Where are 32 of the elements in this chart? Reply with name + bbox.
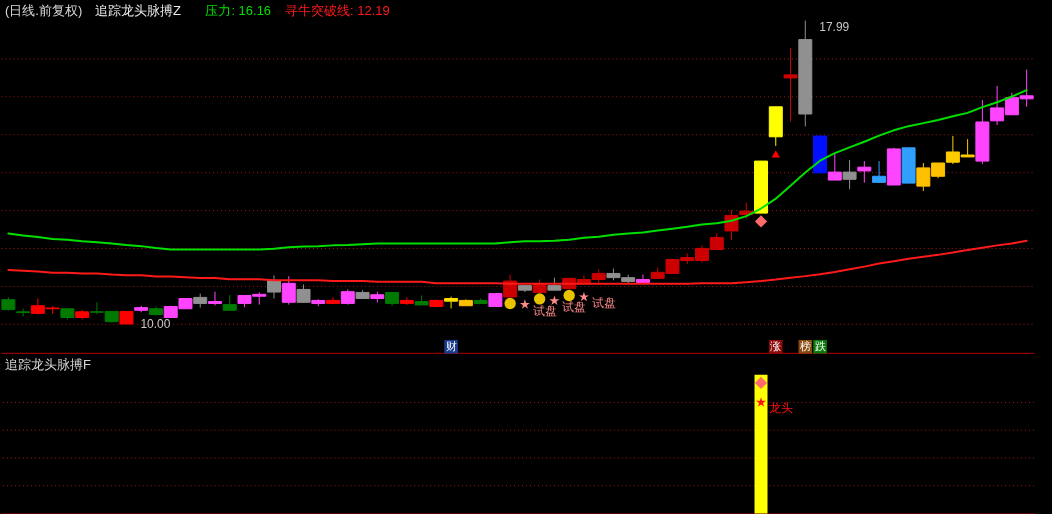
text: 10.00: [140, 316, 171, 331]
point: [519, 299, 530, 309]
point: [549, 295, 560, 306]
data-label: 试盘: [532, 303, 557, 318]
data-label: 榜: [799, 339, 811, 352]
chart-title: 追踪龙头脉搏F: [4, 356, 91, 372]
candlestick: [783, 47, 798, 123]
candlestick: [827, 153, 842, 181]
point: [504, 297, 516, 310]
point: [578, 291, 589, 302]
candlestick: [842, 159, 857, 190]
point: [754, 215, 768, 228]
series-label: 龙头: [769, 401, 793, 416]
point: [533, 293, 546, 305]
text: 寻牛突破线: 12.19: [285, 2, 390, 18]
candlestick: [444, 296, 459, 309]
candlestick: [281, 275, 296, 306]
candlestick: [16, 308, 31, 317]
candlestick: [207, 291, 222, 306]
data-label: 跌: [814, 339, 826, 352]
chart-title: (日线.前复权): [4, 3, 83, 19]
data-label: 财: [445, 339, 457, 352]
text: 压力: 16.16: [205, 2, 272, 18]
data-label: 涨: [770, 339, 782, 352]
point: [563, 289, 575, 302]
text: 17.99: [819, 19, 850, 34]
data-label: 试盘: [591, 295, 616, 310]
candlestick: [326, 296, 341, 304]
candlestick: [857, 160, 872, 184]
data-label: 试盘: [562, 299, 587, 314]
candlestick: [267, 274, 282, 300]
chart-subtitle: 追踪龙头脉搏Z: [95, 3, 182, 19]
